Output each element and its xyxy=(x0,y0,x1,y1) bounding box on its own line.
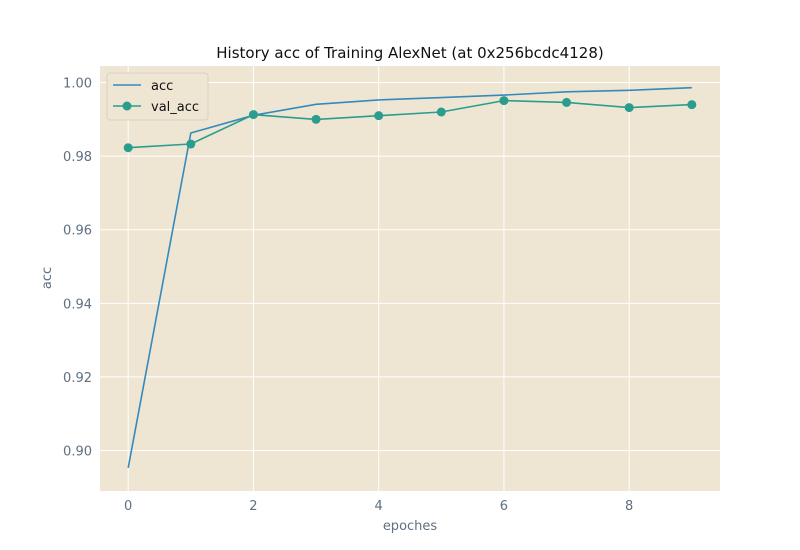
data-point-val-acc xyxy=(311,114,321,124)
x-tick-label: 6 xyxy=(500,499,508,514)
data-point-val-acc xyxy=(186,139,196,149)
data-point-val-acc xyxy=(499,96,509,106)
x-tick-label: 4 xyxy=(375,499,383,514)
y-tick-label: 0.92 xyxy=(63,371,92,386)
y-tick-label: 0.94 xyxy=(63,297,92,312)
axis-ticks: 0 2 4 6 8 0.90 0.92 0.94 0.96 0.98 1.00 xyxy=(63,77,633,514)
data-point-val-acc xyxy=(687,100,697,110)
data-point-val-acc xyxy=(248,110,258,120)
legend-acc-label: acc xyxy=(151,79,173,94)
y-tick-label: 0.96 xyxy=(63,224,92,239)
x-tick-label: 8 xyxy=(625,499,633,514)
grid xyxy=(100,66,720,491)
data-point-val-acc xyxy=(374,111,384,121)
legend-val-acc-marker xyxy=(122,101,132,111)
x-tick-label: 0 xyxy=(124,499,132,514)
legend-val-acc-label: val_acc xyxy=(151,100,199,115)
chart-title: History acc of Training AlexNet (at 0x25… xyxy=(216,44,603,62)
y-tick-label: 0.98 xyxy=(63,150,92,165)
y-tick-label: 1.00 xyxy=(63,77,92,92)
series-line-val-acc xyxy=(128,99,692,149)
legend: acc val_acc xyxy=(106,72,209,121)
data-point-val-acc xyxy=(123,143,133,153)
y-axis-label: acc xyxy=(40,267,55,289)
data-point-val-acc xyxy=(624,103,634,113)
data-point-val-acc xyxy=(562,97,572,107)
series-line-acc xyxy=(127,86,692,468)
plot-area xyxy=(100,66,720,491)
y-tick-label: 0.90 xyxy=(63,445,92,460)
x-axis-label: epoches xyxy=(383,519,438,534)
x-tick-label: 2 xyxy=(249,499,257,514)
data-point-val-acc xyxy=(436,107,446,117)
series xyxy=(123,86,697,468)
